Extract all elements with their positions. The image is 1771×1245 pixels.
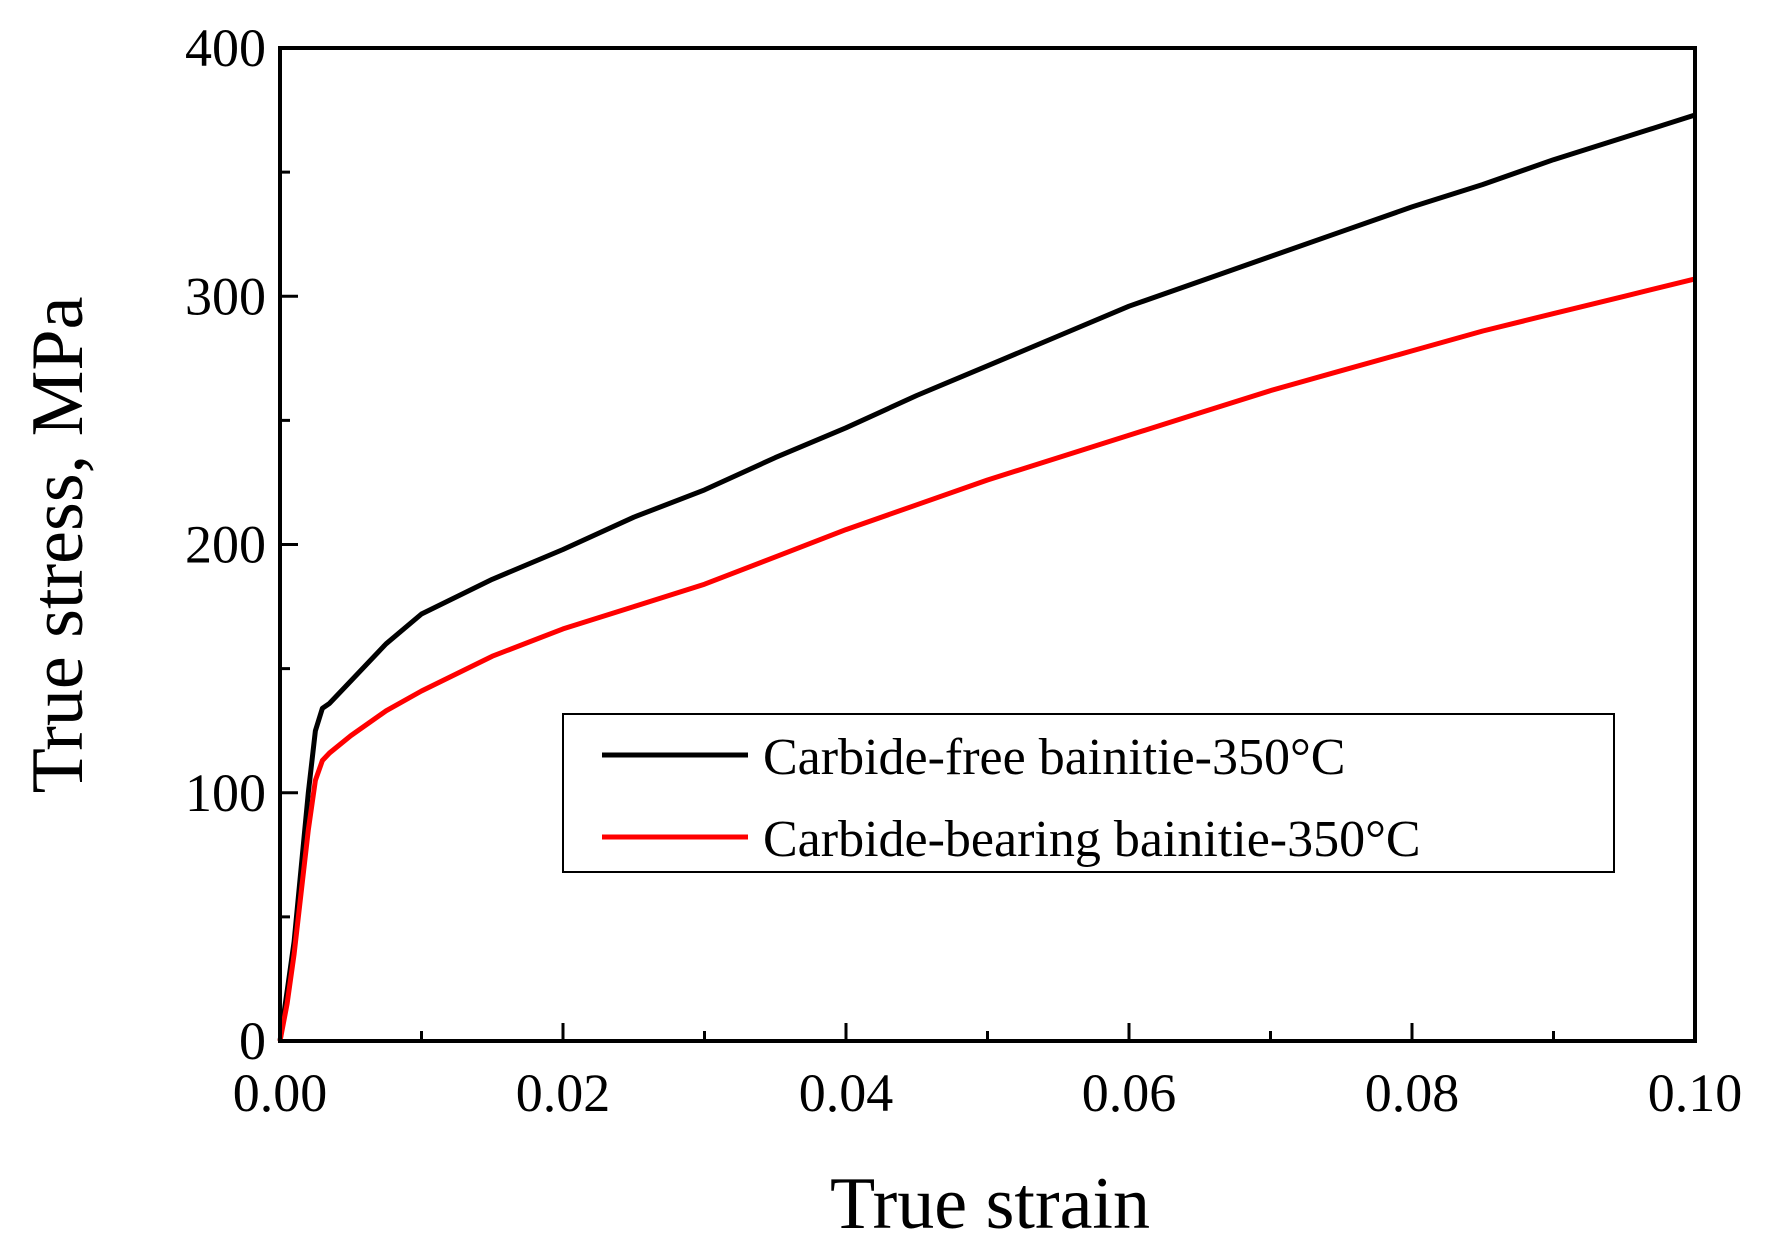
series-line-carbide-free [277, 112, 1696, 1042]
legend: Carbide-free bainitie-350°C Carbide-bear… [562, 713, 1615, 873]
x-axis: 0.00 0.02 0.04 0.06 0.08 0.10 [233, 1023, 1743, 1123]
y-axis: 0 100 200 300 400 [185, 18, 298, 1071]
y-tick-label: 400 [185, 18, 266, 78]
y-tick-label: 300 [185, 266, 266, 326]
x-tick-label: 0.04 [799, 1063, 894, 1123]
y-tick-label: 0 [239, 1011, 266, 1071]
x-tick-label: 0.10 [1648, 1063, 1743, 1123]
legend-label-carbide-bearing: Carbide-bearing bainitie-350°C [763, 811, 1421, 868]
legend-label-carbide-free: Carbide-free bainitie-350°C [763, 729, 1345, 786]
plot-lines [277, 112, 1696, 1042]
y-tick-label: 200 [185, 515, 266, 575]
x-tick-label: 0.06 [1082, 1063, 1177, 1123]
y-axis-title: True stress, MPa [17, 297, 99, 794]
y-tick-label: 100 [185, 763, 266, 823]
legend-box [562, 713, 1615, 873]
x-tick-label: 0.02 [516, 1063, 611, 1123]
plot-frame [278, 46, 1697, 1043]
series-line-carbide-bearing [277, 276, 1696, 1042]
x-tick-label: 0.08 [1365, 1063, 1460, 1123]
x-axis-title: True strain [830, 1163, 1150, 1245]
x-tick-label: 0.00 [233, 1063, 328, 1123]
